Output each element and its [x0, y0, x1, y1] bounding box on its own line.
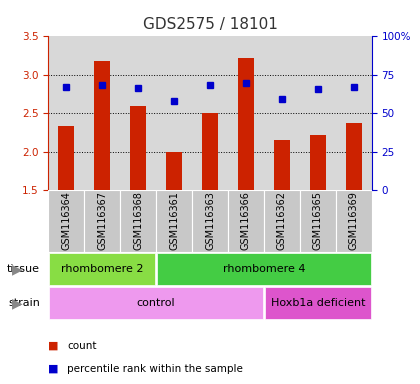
Text: ■: ■ [48, 341, 59, 351]
Bar [49, 288, 263, 319]
Bar [300, 190, 336, 252]
Text: GSM116369: GSM116369 [349, 191, 359, 250]
Text: GSM116367: GSM116367 [97, 191, 107, 250]
Text: GSM116365: GSM116365 [313, 191, 323, 250]
Text: control: control [137, 298, 176, 308]
Bar [336, 190, 372, 252]
Text: ■: ■ [48, 364, 59, 374]
Bar [156, 190, 192, 252]
Text: GSM116361: GSM116361 [169, 191, 179, 250]
Bar [238, 58, 254, 190]
Text: GSM116363: GSM116363 [205, 191, 215, 250]
Text: GSM116362: GSM116362 [277, 191, 287, 250]
Text: GDS2575 / 18101: GDS2575 / 18101 [142, 17, 278, 32]
Bar [228, 190, 264, 252]
Bar [49, 253, 155, 285]
Bar [157, 253, 371, 285]
Bar [265, 288, 371, 319]
Bar [166, 152, 182, 190]
Text: strain: strain [8, 298, 40, 308]
Bar [120, 190, 156, 252]
Text: count: count [67, 341, 97, 351]
Bar [346, 123, 362, 190]
Text: GSM116364: GSM116364 [61, 191, 71, 250]
Bar [274, 140, 290, 190]
Text: GSM116366: GSM116366 [241, 191, 251, 250]
Text: ▶: ▶ [11, 296, 22, 310]
Text: rhombomere 2: rhombomere 2 [61, 264, 144, 274]
Text: percentile rank within the sample: percentile rank within the sample [67, 364, 243, 374]
Text: ▶: ▶ [11, 262, 22, 276]
Bar [310, 135, 326, 190]
Bar [48, 190, 84, 252]
Bar [130, 106, 146, 190]
Bar [202, 113, 218, 190]
Text: tissue: tissue [7, 264, 40, 274]
Text: rhombomere 4: rhombomere 4 [223, 264, 305, 274]
Text: GSM116368: GSM116368 [133, 191, 143, 250]
Bar [84, 190, 120, 252]
Text: Hoxb1a deficient: Hoxb1a deficient [270, 298, 365, 308]
Bar [94, 61, 110, 190]
Bar [264, 190, 300, 252]
Bar [58, 126, 74, 190]
Bar [192, 190, 228, 252]
